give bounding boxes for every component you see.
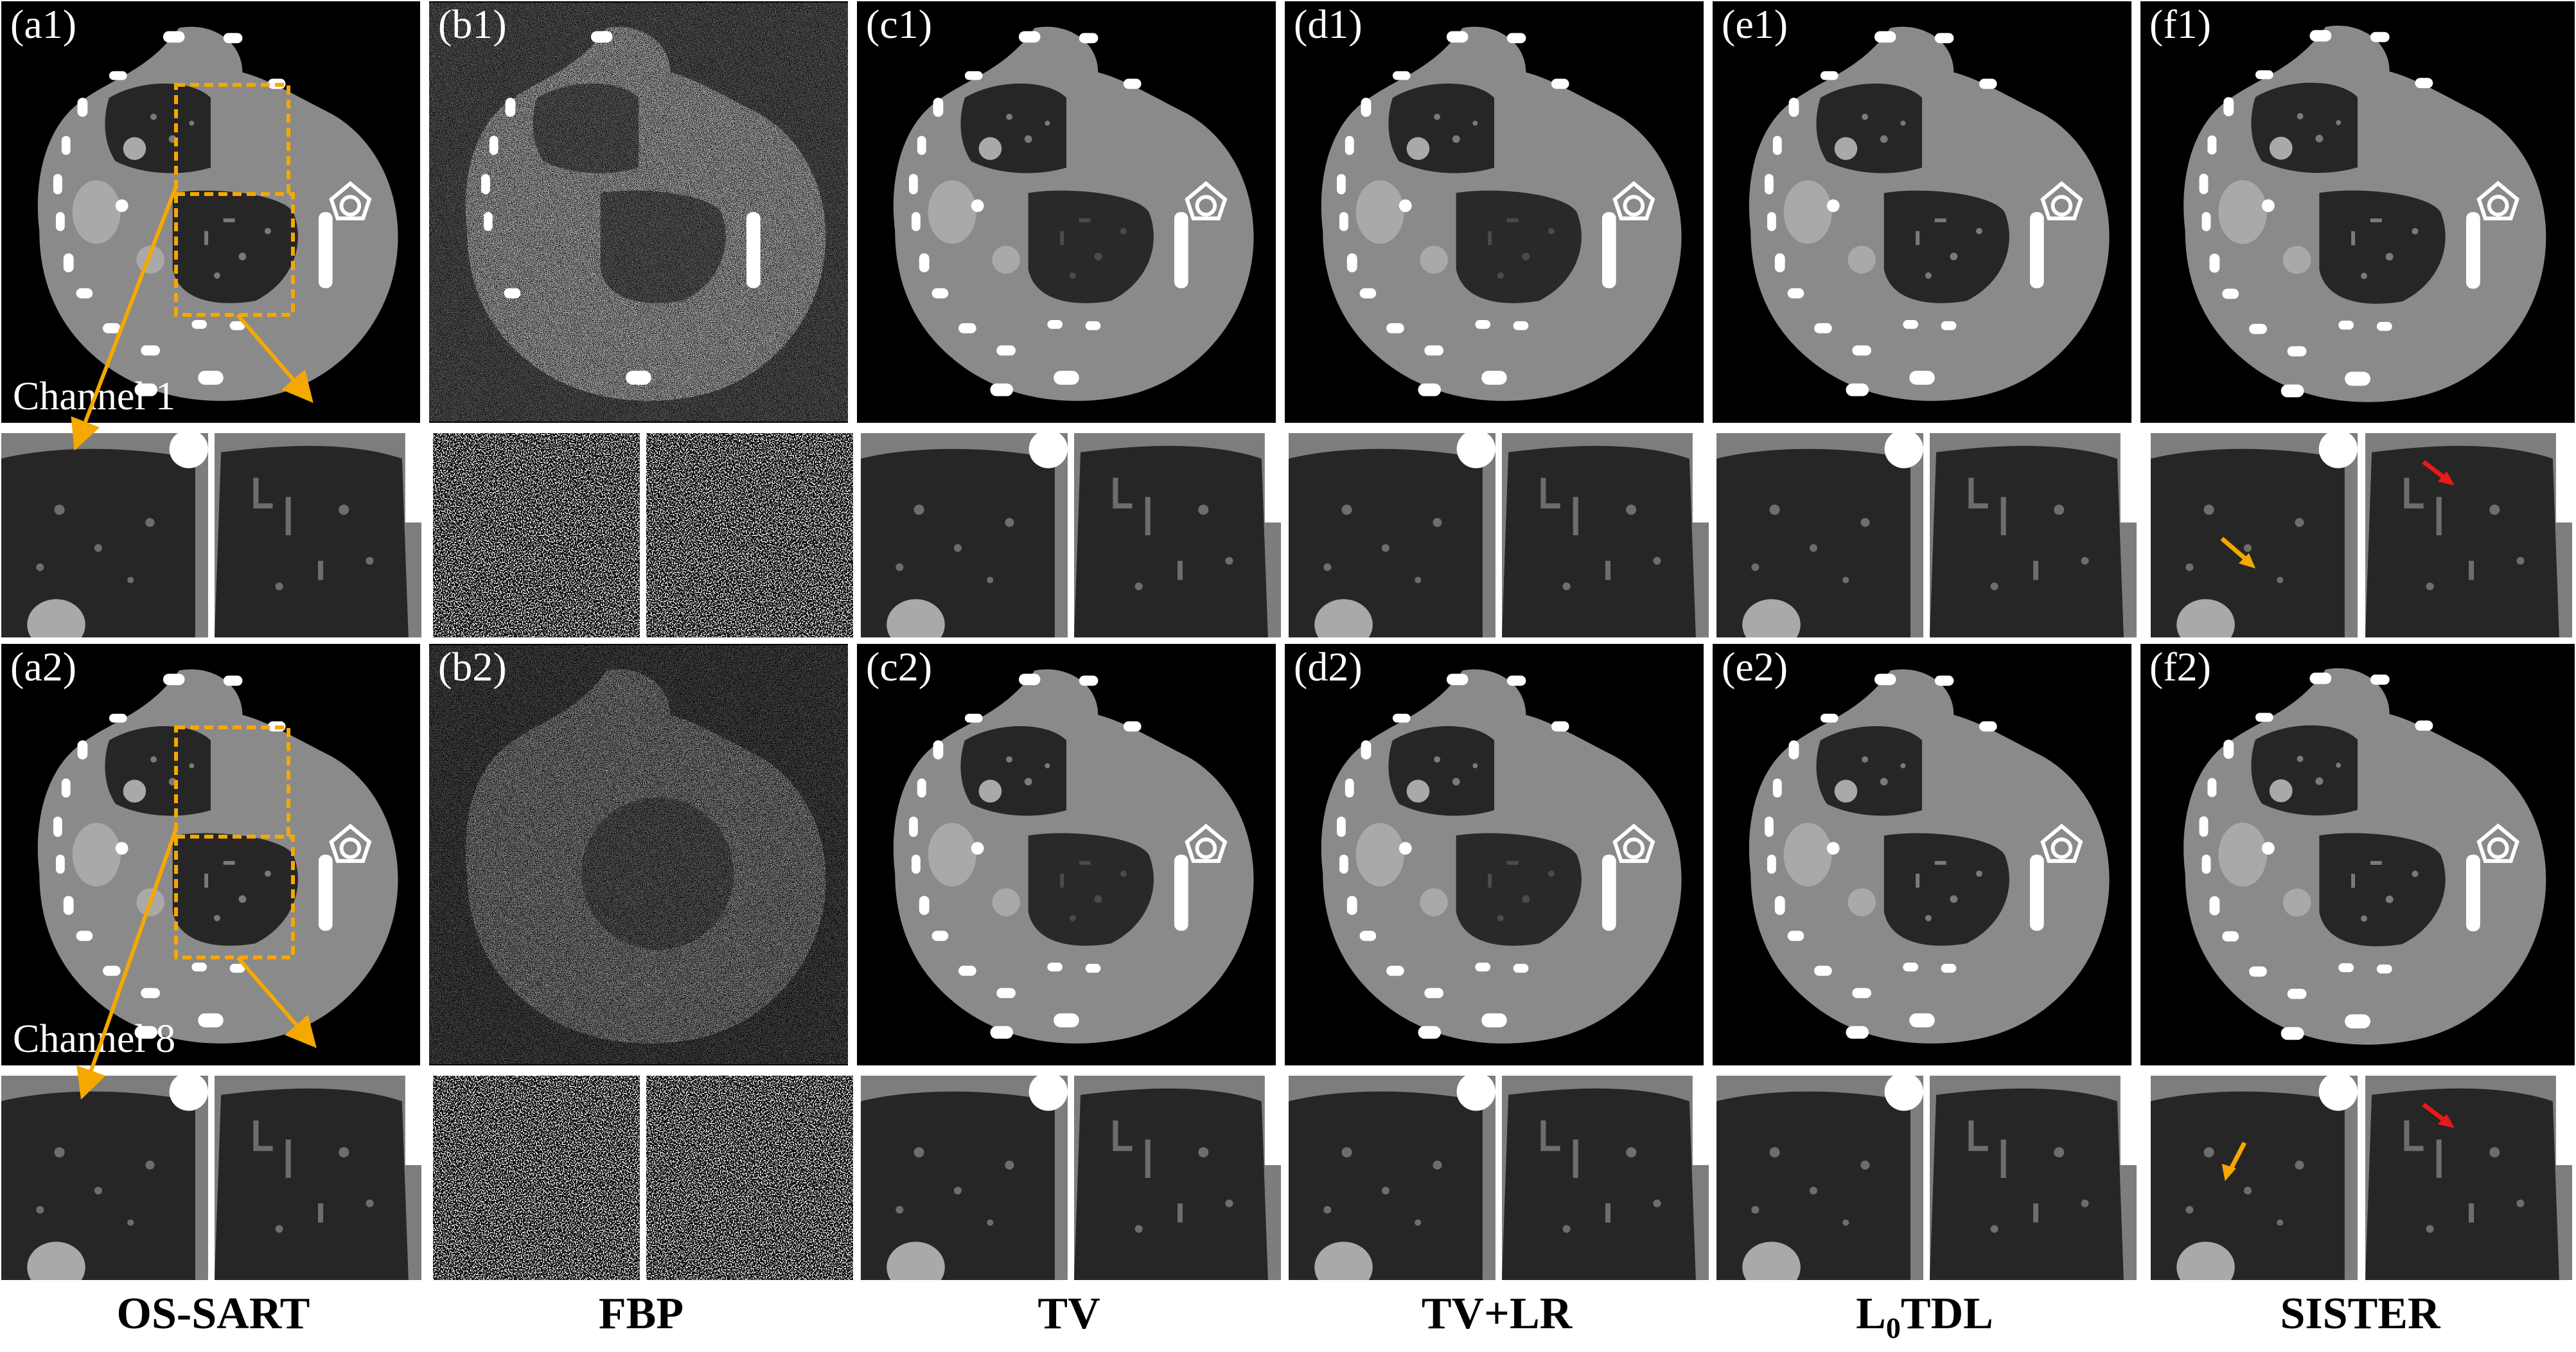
zoom-a2-right xyxy=(215,1076,421,1280)
panel-d1-tv-lr-channel1: (d1) xyxy=(1285,1,1704,423)
zoom-f1-left xyxy=(2151,433,2358,637)
zoom-c2-right xyxy=(1074,1076,1281,1280)
ct-slice xyxy=(1285,1,1704,423)
zoom-d2-right xyxy=(1502,1076,1709,1280)
ct-slice-noisy xyxy=(429,1,848,423)
zoom-e1-left xyxy=(1716,433,1923,637)
panel-label: (e2) xyxy=(1722,644,1788,689)
ct-slice xyxy=(857,1,1276,423)
zoom-f2-left xyxy=(2151,1076,2358,1280)
zoom-b2-right xyxy=(646,1076,853,1280)
panel-label: (b2) xyxy=(438,644,507,689)
panel-label: (d1) xyxy=(1294,1,1363,47)
panel-label: (d2) xyxy=(1294,644,1363,689)
channel-label: Channel 1 xyxy=(13,375,176,418)
method-label-l0tdl-prefix: L xyxy=(1856,1289,1886,1339)
channel-label: Channel 8 xyxy=(13,1017,176,1061)
red-arrow-icon xyxy=(2422,1102,2455,1128)
panel-label: (f2) xyxy=(2149,644,2211,689)
panel-f1-sister-channel1: (f1) xyxy=(2140,1,2575,423)
zoom-e1-right xyxy=(1930,433,2137,637)
method-label-tv-lr: TV+LR xyxy=(1421,1289,1573,1339)
panel-label: (f1) xyxy=(2149,1,2211,47)
ct-slice xyxy=(2140,1,2575,423)
panel-label: (a2) xyxy=(10,644,77,689)
ct-slice xyxy=(1,1,420,423)
panel-label: (b1) xyxy=(438,1,507,47)
panel-label: (c1) xyxy=(866,1,933,47)
ct-slice-noisy xyxy=(429,644,848,1065)
method-label-tv: TV xyxy=(1037,1289,1100,1339)
ct-slice xyxy=(857,644,1276,1065)
panel-f2-sister-channel8: (f2) xyxy=(2140,644,2575,1065)
method-label-l0tdl-subscript: 0 xyxy=(1885,1312,1901,1344)
red-arrow-icon xyxy=(2422,459,2455,486)
zoom-e2-right xyxy=(1930,1076,2137,1280)
zoom-a1-right xyxy=(215,433,421,637)
zoom-c1-left xyxy=(861,433,1068,637)
ct-slice xyxy=(1285,644,1704,1065)
panel-label: (e1) xyxy=(1722,1,1788,47)
panel-e1-l0tdl-channel1: (e1) xyxy=(1713,1,2131,423)
zoom-d2-left xyxy=(1289,1076,1495,1280)
panel-c2-tv-channel8: (c2) xyxy=(857,644,1276,1065)
zoom-c2-left xyxy=(861,1076,1068,1280)
ct-slice xyxy=(1713,644,2131,1065)
panel-b2-fbp-channel8: (b2) xyxy=(429,644,848,1065)
zoom-b1-left xyxy=(433,433,640,637)
panel-a2-os-sart-channel8: (a2) Channel 8 xyxy=(1,644,420,1065)
panel-d2-tv-lr-channel8: (d2) xyxy=(1285,644,1704,1065)
method-label-fbp: FBP xyxy=(598,1289,684,1339)
zoom-d1-right xyxy=(1502,433,1709,637)
zoom-e2-left xyxy=(1716,1076,1923,1280)
method-label-l0tdl: L0TDL xyxy=(1711,1292,2138,1343)
zoom-f2-right xyxy=(2365,1076,2572,1280)
ct-slice xyxy=(2140,644,2575,1065)
zoom-a1-left xyxy=(1,433,208,637)
ct-slice xyxy=(1713,1,2131,423)
zoom-b1-right xyxy=(646,433,853,637)
zoom-c1-right xyxy=(1074,433,1281,637)
zoom-a2-left xyxy=(1,1076,208,1280)
panel-label: (c2) xyxy=(866,644,933,689)
panel-a1-os-sart-channel1: (a1) Channel 1 xyxy=(1,1,420,423)
panel-c1-tv-channel1: (c1) xyxy=(857,1,1276,423)
ct-slice xyxy=(1,644,420,1065)
method-label-sister: SISTER xyxy=(2280,1289,2440,1339)
panel-e2-l0tdl-channel8: (e2) xyxy=(1713,644,2131,1065)
zoom-b2-left xyxy=(433,1076,640,1280)
method-label-l0tdl-suffix: TDL xyxy=(1900,1289,1993,1339)
panel-b1-fbp-channel1: (b1) xyxy=(429,1,848,423)
zoom-d1-left xyxy=(1289,433,1495,637)
panel-label: (a1) xyxy=(10,1,77,47)
method-label-os-sart: OS-SART xyxy=(116,1289,310,1339)
zoom-f1-right xyxy=(2365,433,2572,637)
orange-arrow-icon xyxy=(2221,1141,2247,1181)
